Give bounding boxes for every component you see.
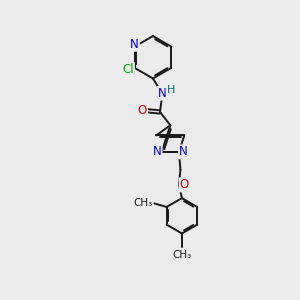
Text: N: N (179, 146, 188, 158)
Text: N: N (158, 87, 167, 100)
Text: CH₃: CH₃ (134, 198, 153, 208)
Text: CH₃: CH₃ (172, 250, 191, 260)
Text: N: N (153, 146, 162, 158)
Text: H: H (167, 85, 175, 95)
Text: O: O (180, 178, 189, 191)
Text: N: N (130, 38, 139, 51)
Text: Cl: Cl (122, 63, 134, 76)
Text: O: O (138, 104, 147, 117)
